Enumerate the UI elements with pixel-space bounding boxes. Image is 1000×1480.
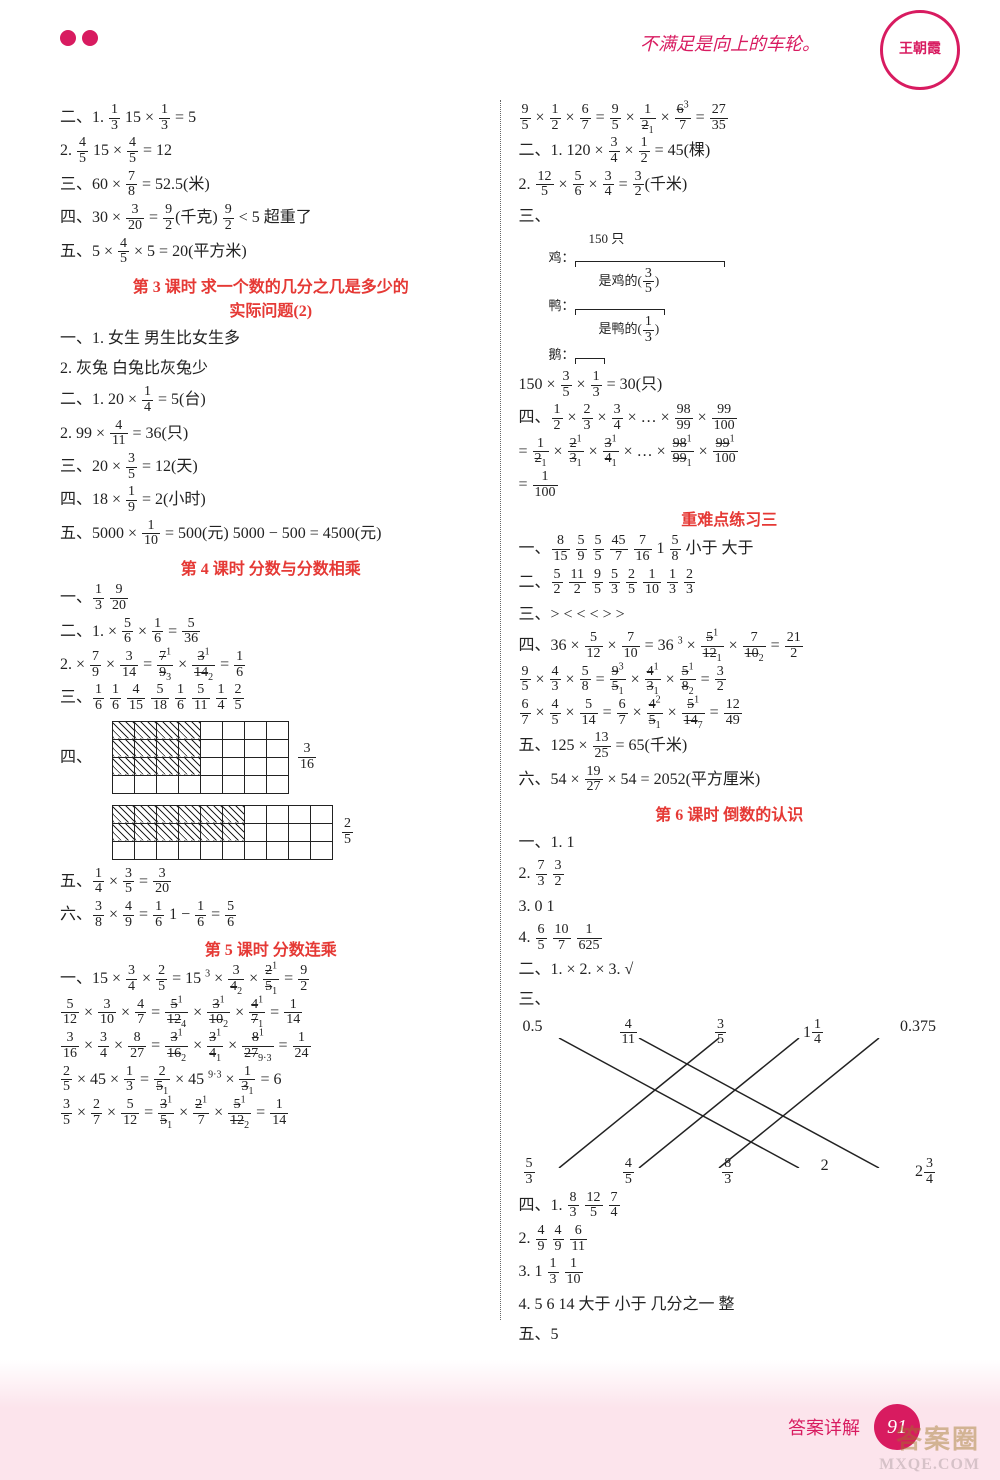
fraction-grid-1 (112, 721, 289, 794)
lesson-6-title: 第 6 课时 倒数的认识 (519, 801, 941, 825)
fraction-grid-2 (112, 805, 333, 860)
bar-diagram: 150 只 鸡： 是鸡的(35) 鸭： 是鸭的(13) 鹅： (549, 230, 941, 364)
footer-label: 答案详解 (788, 1414, 860, 1440)
header-badge: 王朝霞 (880, 10, 960, 90)
lesson-5-title: 第 5 课时 分数连乘 (60, 936, 482, 960)
review-3-title: 重难点练习三 (519, 506, 941, 530)
header-dots (60, 30, 104, 51)
page-header: 不满足是向上的车轮。 王朝霞 (0, 0, 1000, 100)
watermark: 答案圈 MXQE.COM (879, 1419, 980, 1474)
matching-diagram: 0.5411351140.375 5345832234 (519, 1018, 941, 1188)
right-column: 95 × 12 × 67 = 95 × 121 × 637 = 2735 二、1… (501, 100, 941, 1360)
header-slogan: 不满足是向上的车轮。 (640, 30, 820, 56)
page-footer: 答案详解 91 答案圈 MXQE.COM (0, 1360, 1000, 1480)
lesson-3-title: 第 3 课时 求一个数的几分之几是多少的 (60, 273, 482, 297)
lesson-4-title: 第 4 课时 分数与分数相乘 (60, 555, 482, 579)
content-columns: 二、1. 13 15 × 13 = 5 2. 45 15 × 45 = 12 三… (0, 100, 1000, 1360)
left-column: 二、1. 13 15 × 13 = 5 2. 45 15 × 45 = 12 三… (60, 100, 500, 1360)
